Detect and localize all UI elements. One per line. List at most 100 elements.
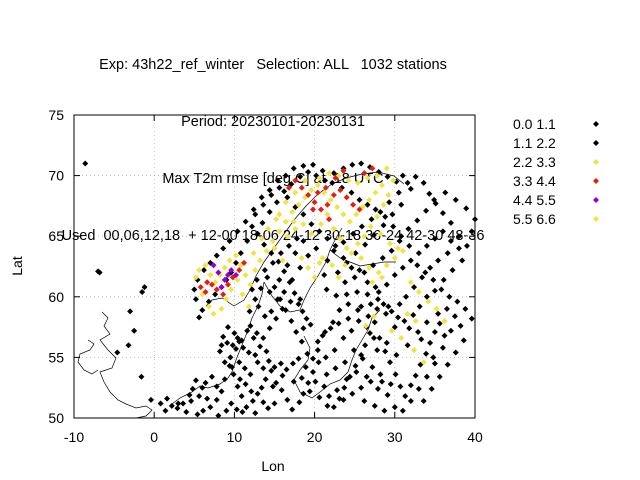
station-point-black bbox=[340, 239, 347, 246]
station-point-black bbox=[355, 318, 362, 325]
station-point-black bbox=[319, 332, 326, 339]
station-point-purple bbox=[228, 267, 235, 274]
station-point-black bbox=[385, 303, 392, 310]
station-point-black bbox=[374, 347, 381, 354]
legend-label: 4.4 5.5 bbox=[513, 192, 556, 208]
station-point-black bbox=[463, 242, 470, 249]
station-point-black bbox=[266, 325, 273, 332]
station-point-yellow bbox=[269, 238, 276, 245]
station-point-yellow bbox=[374, 172, 381, 179]
station-point-black bbox=[309, 355, 316, 362]
station-point-black bbox=[407, 185, 414, 192]
station-point-black bbox=[431, 235, 438, 242]
station-point-black bbox=[415, 385, 422, 392]
station-point-black bbox=[412, 372, 419, 379]
station-point-black bbox=[374, 305, 381, 312]
station-point-yellow bbox=[257, 257, 264, 264]
station-point-yellow bbox=[340, 211, 347, 218]
station-point-yellow bbox=[398, 335, 405, 342]
station-point-yellow bbox=[202, 262, 209, 269]
station-point-black bbox=[230, 371, 237, 378]
chart-title: Exp: 43h22_ref_winter Selection: ALL 103… bbox=[0, 18, 546, 265]
station-point-black bbox=[444, 361, 451, 368]
station-point-yellow bbox=[383, 262, 390, 269]
station-point-purple bbox=[210, 262, 217, 269]
station-point-black bbox=[399, 407, 406, 414]
station-point-black bbox=[300, 162, 307, 169]
station-point-black bbox=[82, 160, 89, 167]
station-point-black bbox=[447, 219, 454, 226]
station-point-black bbox=[419, 274, 426, 281]
station-point-black bbox=[452, 196, 459, 203]
station-point-black bbox=[367, 301, 374, 308]
station-point-black bbox=[468, 315, 475, 322]
station-point-red bbox=[350, 201, 357, 208]
station-point-yellow bbox=[425, 298, 432, 305]
legend-marker bbox=[593, 178, 599, 184]
station-point-black bbox=[420, 179, 427, 186]
station-point-black bbox=[334, 387, 341, 394]
station-point-black bbox=[284, 262, 291, 269]
station-point-black bbox=[384, 173, 391, 180]
station-point-yellow bbox=[358, 255, 365, 262]
station-point-black bbox=[273, 199, 280, 206]
station-point-black bbox=[96, 269, 103, 276]
station-point-black bbox=[447, 327, 454, 334]
station-point-yellow bbox=[420, 359, 427, 366]
station-point-black bbox=[418, 336, 425, 343]
station-point-black bbox=[245, 349, 252, 356]
station-point-red bbox=[309, 206, 316, 213]
station-point-black bbox=[343, 291, 350, 298]
station-point-black bbox=[252, 351, 259, 358]
station-point-yellow bbox=[276, 211, 283, 218]
station-point-black bbox=[386, 359, 393, 366]
station-point-black bbox=[292, 250, 299, 257]
station-point-black bbox=[354, 288, 361, 295]
station-point-black bbox=[371, 402, 378, 409]
station-point-black bbox=[423, 373, 430, 380]
station-point-yellow bbox=[441, 318, 448, 325]
station-point-black bbox=[340, 255, 347, 262]
station-point-red bbox=[236, 267, 243, 274]
station-point-black bbox=[349, 161, 356, 168]
station-point-black bbox=[224, 324, 231, 331]
station-point-black bbox=[389, 211, 396, 218]
station-point-black bbox=[243, 404, 250, 411]
station-point-black bbox=[383, 281, 390, 288]
x-tick-label: -10 bbox=[64, 429, 84, 445]
station-point-yellow bbox=[305, 264, 312, 271]
station-point-black bbox=[248, 388, 255, 395]
station-point-black bbox=[380, 301, 387, 308]
station-point-black bbox=[271, 400, 278, 407]
station-point-black bbox=[300, 390, 307, 397]
station-point-black bbox=[435, 257, 442, 264]
station-point-black bbox=[220, 333, 227, 340]
station-point-yellow bbox=[362, 322, 369, 329]
station-point-black bbox=[405, 225, 412, 232]
station-point-black bbox=[319, 167, 326, 174]
station-point-black bbox=[427, 339, 434, 346]
station-point-black bbox=[451, 313, 458, 320]
station-point-black bbox=[414, 217, 421, 224]
station-point-black bbox=[365, 313, 372, 320]
station-point-black bbox=[192, 296, 199, 303]
station-point-black bbox=[380, 222, 387, 229]
station-point-yellow bbox=[407, 279, 414, 286]
station-point-black bbox=[250, 335, 257, 342]
station-point-yellow bbox=[366, 196, 373, 203]
station-point-black bbox=[449, 267, 456, 274]
station-point-black bbox=[244, 238, 251, 245]
station-point-black bbox=[114, 349, 121, 356]
station-point-yellow bbox=[279, 257, 286, 264]
station-point-black bbox=[231, 330, 238, 337]
station-point-black bbox=[305, 379, 312, 386]
station-point-black bbox=[431, 287, 438, 294]
station-point-black bbox=[279, 305, 286, 312]
station-point-black bbox=[369, 364, 376, 371]
station-point-black bbox=[239, 408, 246, 415]
station-point-purple bbox=[224, 271, 231, 278]
station-point-black bbox=[377, 371, 384, 378]
station-point-black bbox=[342, 359, 349, 366]
station-point-yellow bbox=[245, 303, 252, 310]
